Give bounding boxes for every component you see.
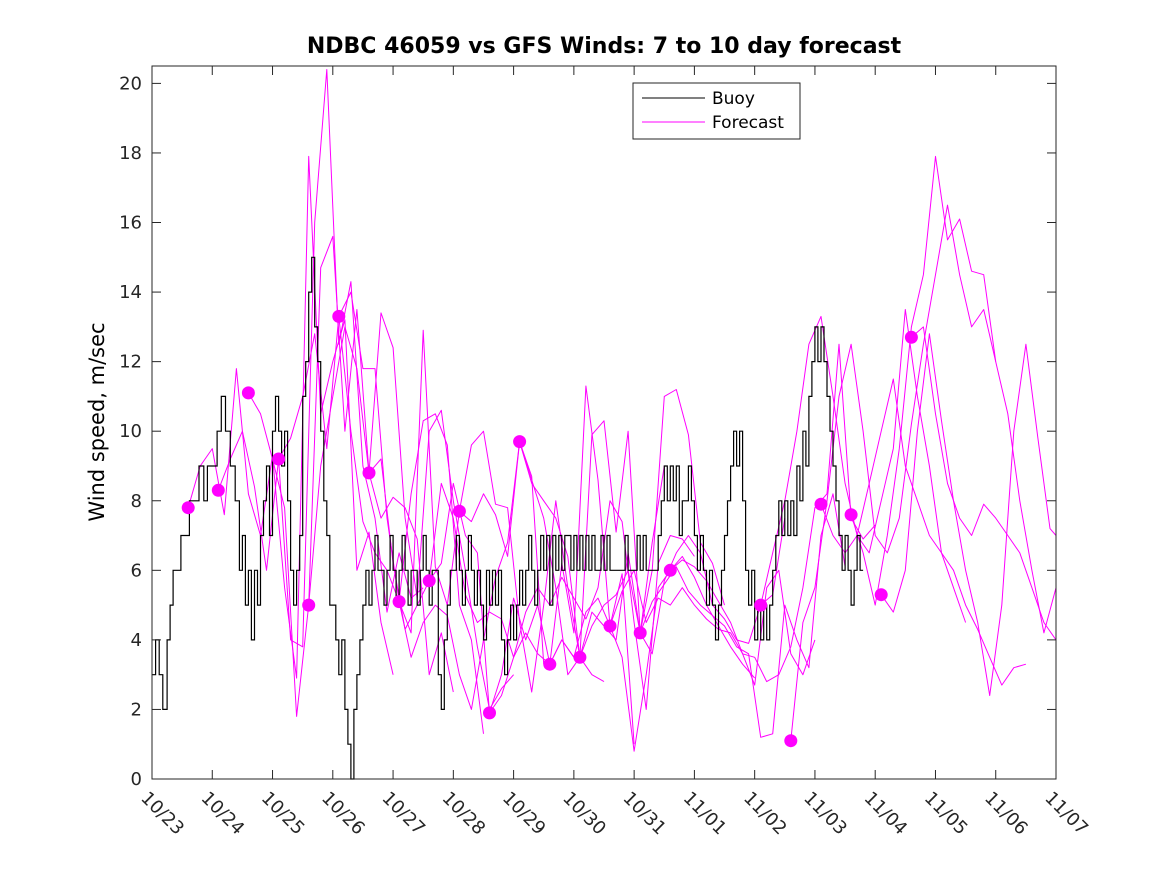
buoy-line xyxy=(152,256,864,780)
forecast-line-20 xyxy=(820,378,1027,686)
buoy-series-group xyxy=(152,256,864,780)
forecast-line-9 xyxy=(428,385,635,745)
forecast-marker xyxy=(784,734,798,748)
forecast-line-8 xyxy=(398,441,605,710)
forecast-line-23 xyxy=(911,326,1057,641)
forecast-marker xyxy=(332,309,346,323)
forecast-marker xyxy=(392,595,406,609)
forecast-marker xyxy=(422,574,436,588)
forecast-marker xyxy=(181,501,195,515)
forecast-marker xyxy=(573,650,587,664)
forecast-line-11 xyxy=(489,500,695,714)
forecast-line-2 xyxy=(217,69,424,648)
forecast-line-18 xyxy=(760,309,967,623)
forecast-marker xyxy=(754,598,768,612)
y-tick-label: 20 xyxy=(119,73,142,94)
y-tick-label: 6 xyxy=(131,560,142,581)
forecast-line-6 xyxy=(338,316,545,665)
y-tick-label: 12 xyxy=(119,352,142,373)
y-tick-label: 16 xyxy=(119,213,142,234)
legend-label-buoy: Buoy xyxy=(712,89,755,109)
forecast-marker xyxy=(362,466,376,480)
forecast-line-15 xyxy=(609,569,816,686)
forecast-marker xyxy=(211,483,225,497)
legend: Buoy Forecast xyxy=(632,82,801,140)
y-tick-label: 14 xyxy=(119,282,142,303)
forecast-marker xyxy=(483,706,496,720)
forecast-marker xyxy=(272,452,286,466)
chart-title: NDBC 46059 vs GFS Winds: 7 to 10 day for… xyxy=(307,34,902,59)
forecast-line-17 xyxy=(669,343,876,683)
forecast-line-5 xyxy=(308,312,514,710)
legend-label-forecast: Forecast xyxy=(712,113,784,133)
y-tick-label: 18 xyxy=(119,143,142,164)
forecast-marker xyxy=(302,598,316,612)
forecast-line-14 xyxy=(579,518,786,658)
forecast-marker xyxy=(874,588,888,602)
forecast-marker xyxy=(904,330,918,344)
y-tick-label: 10 xyxy=(119,421,142,442)
forecast-marker xyxy=(603,619,617,633)
forecast-marker xyxy=(814,497,828,511)
forecast-marker xyxy=(513,435,527,449)
legend-box xyxy=(632,82,801,140)
forecast-marker xyxy=(663,563,677,577)
y-tick-label: 0 xyxy=(131,769,142,790)
y-tick-label: 8 xyxy=(131,491,142,512)
forecast-marker xyxy=(241,386,255,400)
y-axis-label: Wind speed, m/sec xyxy=(85,322,109,521)
forecast-line-12 xyxy=(519,389,725,676)
forecast-line-21 xyxy=(850,155,1057,634)
forecast-marker xyxy=(844,508,858,522)
forecast-start-markers xyxy=(181,309,918,748)
forecast-marker xyxy=(633,626,647,640)
forecast-line-3 xyxy=(247,235,454,717)
axes-box xyxy=(151,65,1057,780)
y-tick-label: 4 xyxy=(131,630,142,651)
y-tick-label: 2 xyxy=(131,699,142,720)
forecast-marker xyxy=(543,657,557,671)
forecast-marker xyxy=(452,504,466,518)
forecast-line-22 xyxy=(880,333,1057,696)
